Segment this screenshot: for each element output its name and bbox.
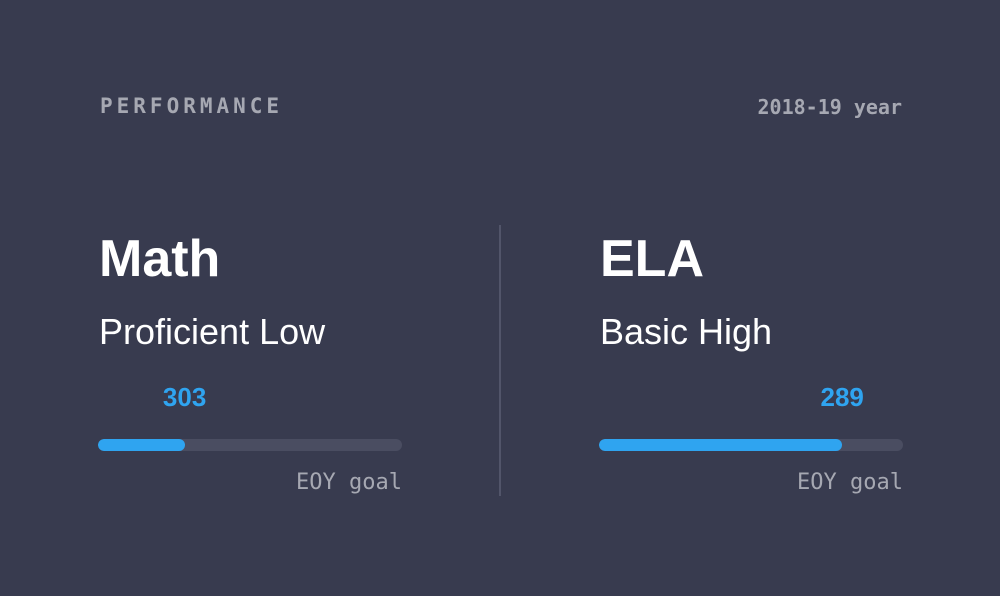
performance-level: Proficient Low: [99, 311, 326, 352]
progress-track: [599, 439, 903, 451]
eoy-goal-label: EOY goal: [797, 470, 903, 495]
column-divider: [499, 225, 501, 496]
section-title: PERFORMANCE: [100, 94, 284, 118]
progress-fill: [599, 439, 843, 451]
score-value: 303: [162, 382, 207, 412]
ela-card: ELA Basic High 289 EOY goal: [599, 225, 903, 500]
school-year-label: 2018-19 year: [757, 95, 903, 119]
score-value: 289: [820, 382, 864, 412]
subject-title: ELA: [600, 230, 704, 288]
progress-track: [98, 439, 402, 451]
eoy-goal-label: EOY goal: [296, 470, 402, 495]
subject-title: Math: [99, 230, 221, 288]
performance-level: Basic High: [600, 311, 773, 352]
progress-fill: [98, 439, 185, 451]
math-card: Math Proficient Low 303 EOY goal: [98, 225, 402, 500]
